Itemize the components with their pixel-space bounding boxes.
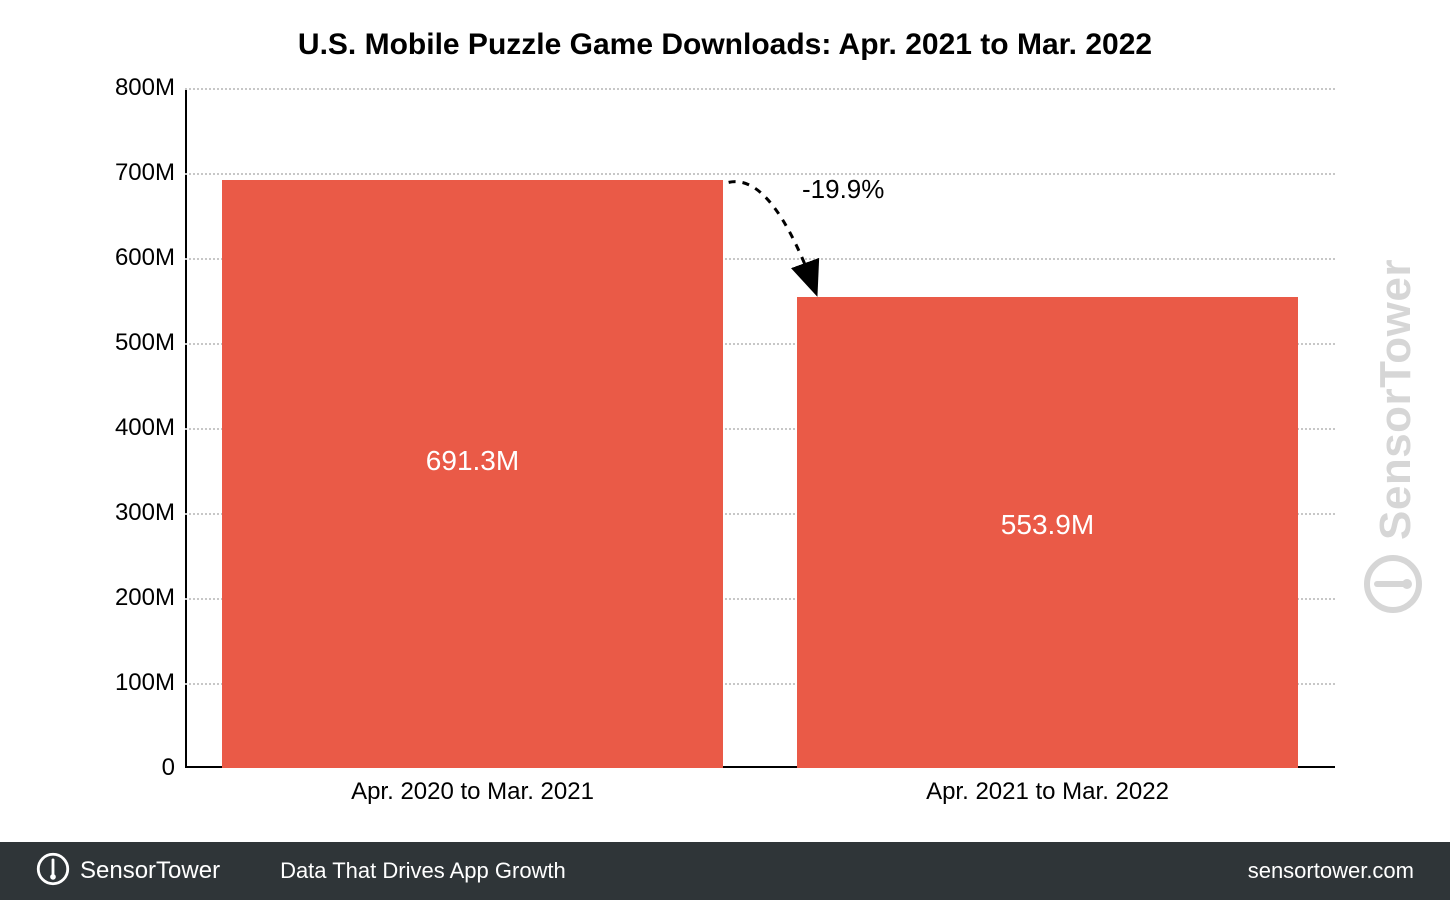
- sensortower-icon: [1363, 553, 1428, 613]
- footer-logo: SensorTower: [36, 852, 220, 891]
- x-tick-label: Apr. 2021 to Mar. 2022: [797, 778, 1297, 806]
- y-tick-label: 400M: [115, 414, 175, 442]
- y-tick-label: 500M: [115, 329, 175, 357]
- y-tick-label: 600M: [115, 244, 175, 272]
- bar: 553.9M: [797, 297, 1297, 768]
- y-tick-label: 700M: [115, 159, 175, 187]
- watermark: SensorTower: [1350, 120, 1440, 752]
- delta-label: -19.9%: [802, 174, 884, 205]
- watermark-text: SensorTower: [1370, 259, 1420, 540]
- chart-container: U.S. Mobile Puzzle Game Downloads: Apr. …: [0, 0, 1450, 842]
- footer-tagline: Data That Drives App Growth: [280, 858, 566, 884]
- footer-logo-text: SensorTower: [80, 857, 220, 885]
- footer-site: sensortower.com: [1248, 858, 1414, 884]
- footer: SensorTower Data That Drives App Growth …: [0, 842, 1450, 900]
- bar-value-label: 691.3M: [222, 445, 722, 477]
- y-tick-label: 800M: [115, 74, 175, 102]
- bar-value-label: 553.9M: [797, 509, 1297, 541]
- plot-area: 691.3M 553.9M: [185, 88, 1335, 768]
- chart-title: U.S. Mobile Puzzle Game Downloads: Apr. …: [0, 28, 1450, 62]
- x-tick-label: Apr. 2020 to Mar. 2021: [222, 778, 722, 806]
- y-tick-label: 100M: [115, 669, 175, 697]
- sensortower-icon: [36, 852, 70, 891]
- y-tick-label: 200M: [115, 584, 175, 612]
- grid-line: [185, 173, 1335, 175]
- y-tick-label: 300M: [115, 499, 175, 527]
- grid-line: [185, 88, 1335, 90]
- y-tick-label: 0: [162, 754, 175, 782]
- bar: 691.3M: [222, 180, 722, 768]
